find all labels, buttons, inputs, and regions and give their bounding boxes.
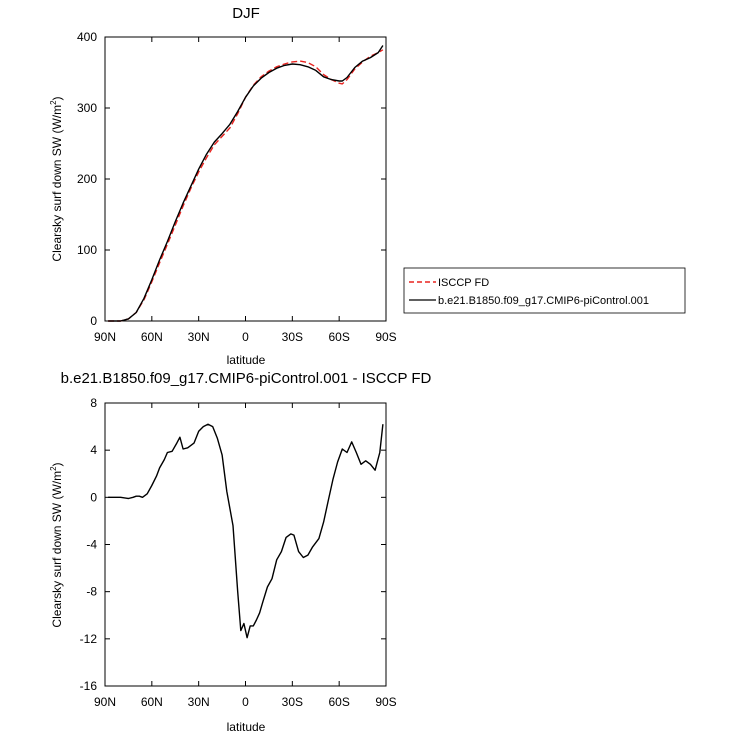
- bottom-y-axis-label: Clearsky surf down SW (W/m2): [49, 462, 64, 627]
- top-x-tick-label: 30N: [188, 330, 210, 344]
- bottom-y-tick-label: 0: [90, 490, 97, 504]
- bottom-x-axis-label: latitude: [227, 720, 266, 734]
- top-x-tick-label: 90S: [375, 330, 396, 344]
- bottom-y-axis-label-main: Clearsky surf down SW (W/m: [50, 471, 64, 628]
- top-y-axis-label-sup: 2: [49, 100, 58, 105]
- top-panel: DJF 0 100 200 300 400 90N 60N 30N 0 30S 60S 90S la…: [49, 5, 686, 367]
- bottom-series-group: [108, 423, 384, 639]
- top-x-axis-label: latitude: [227, 353, 266, 367]
- bottom-y-axis: 8 4 0 -4 -8 -12 -16: [80, 396, 386, 693]
- bottom-y-tick-label: -12: [80, 632, 98, 646]
- top-y-axis: 0 100 200 300 400: [77, 30, 386, 328]
- top-x-tick-label: 0: [242, 330, 249, 344]
- top-series-group: [108, 45, 384, 322]
- bottom-panel: b.e21.B1850.f09_g17.CMIP6-piControl.001 …: [49, 370, 432, 734]
- top-y-tick-label: 0: [90, 314, 97, 328]
- bottom-x-tick-label: 90N: [94, 695, 116, 709]
- legend: ISCCP FD b.e21.B1850.f09_g17.CMIP6-piCon…: [403, 267, 686, 314]
- top-series-line-1: [108, 45, 384, 322]
- top-x-tick-label: 60N: [141, 330, 163, 344]
- bottom-y-tick-label: -8: [86, 585, 97, 599]
- top-y-tick-label: 400: [77, 30, 97, 44]
- legend-box: [403, 267, 686, 314]
- bottom-x-axis: 90N 60N 30N 0 30S 60S 90S: [94, 403, 397, 709]
- bottom-y-tick-label: -4: [86, 538, 97, 552]
- top-y-axis-label: Clearsky surf down SW (W/m2): [49, 96, 64, 261]
- top-y-tick-label: 200: [77, 172, 97, 186]
- bottom-y-tick-label: 4: [90, 443, 97, 457]
- bottom-series-line-0: [108, 423, 384, 639]
- bottom-x-tick-label: 30S: [282, 695, 303, 709]
- top-x-tick-label: 90N: [94, 330, 116, 344]
- bottom-x-tick-label: 60S: [328, 695, 349, 709]
- top-y-axis-label-close: ): [50, 96, 64, 100]
- top-y-axis-label-main: Clearsky surf down SW (W/m: [50, 105, 64, 262]
- bottom-y-axis-label-close: ): [50, 462, 64, 466]
- bottom-x-tick-label: 90S: [375, 695, 396, 709]
- bottom-y-axis-label-sup: 2: [49, 466, 58, 471]
- top-y-tick-label: 300: [77, 101, 97, 115]
- bottom-x-tick-label: 60N: [141, 695, 163, 709]
- top-series-line-0: [108, 49, 384, 322]
- top-x-axis: 90N 60N 30N 0 30S 60S 90S: [94, 37, 397, 344]
- top-x-tick-label: 60S: [328, 330, 349, 344]
- bottom-plot-frame: [104, 402, 387, 687]
- bottom-chart-title: b.e21.B1850.f09_g17.CMIP6-piControl.001 …: [61, 370, 432, 387]
- bottom-y-tick-label: -16: [80, 679, 98, 693]
- top-y-tick-label: 100: [77, 243, 97, 257]
- legend-label-model: b.e21.B1850.f09_g17.CMIP6-piControl.001: [438, 295, 649, 307]
- top-chart-title: DJF: [232, 5, 260, 22]
- legend-label-isccp: ISCCP FD: [438, 277, 489, 289]
- bottom-x-tick-label: 30N: [188, 695, 210, 709]
- bottom-x-tick-label: 0: [242, 695, 249, 709]
- bottom-y-tick-label: 8: [90, 396, 97, 410]
- top-x-tick-label: 30S: [282, 330, 303, 344]
